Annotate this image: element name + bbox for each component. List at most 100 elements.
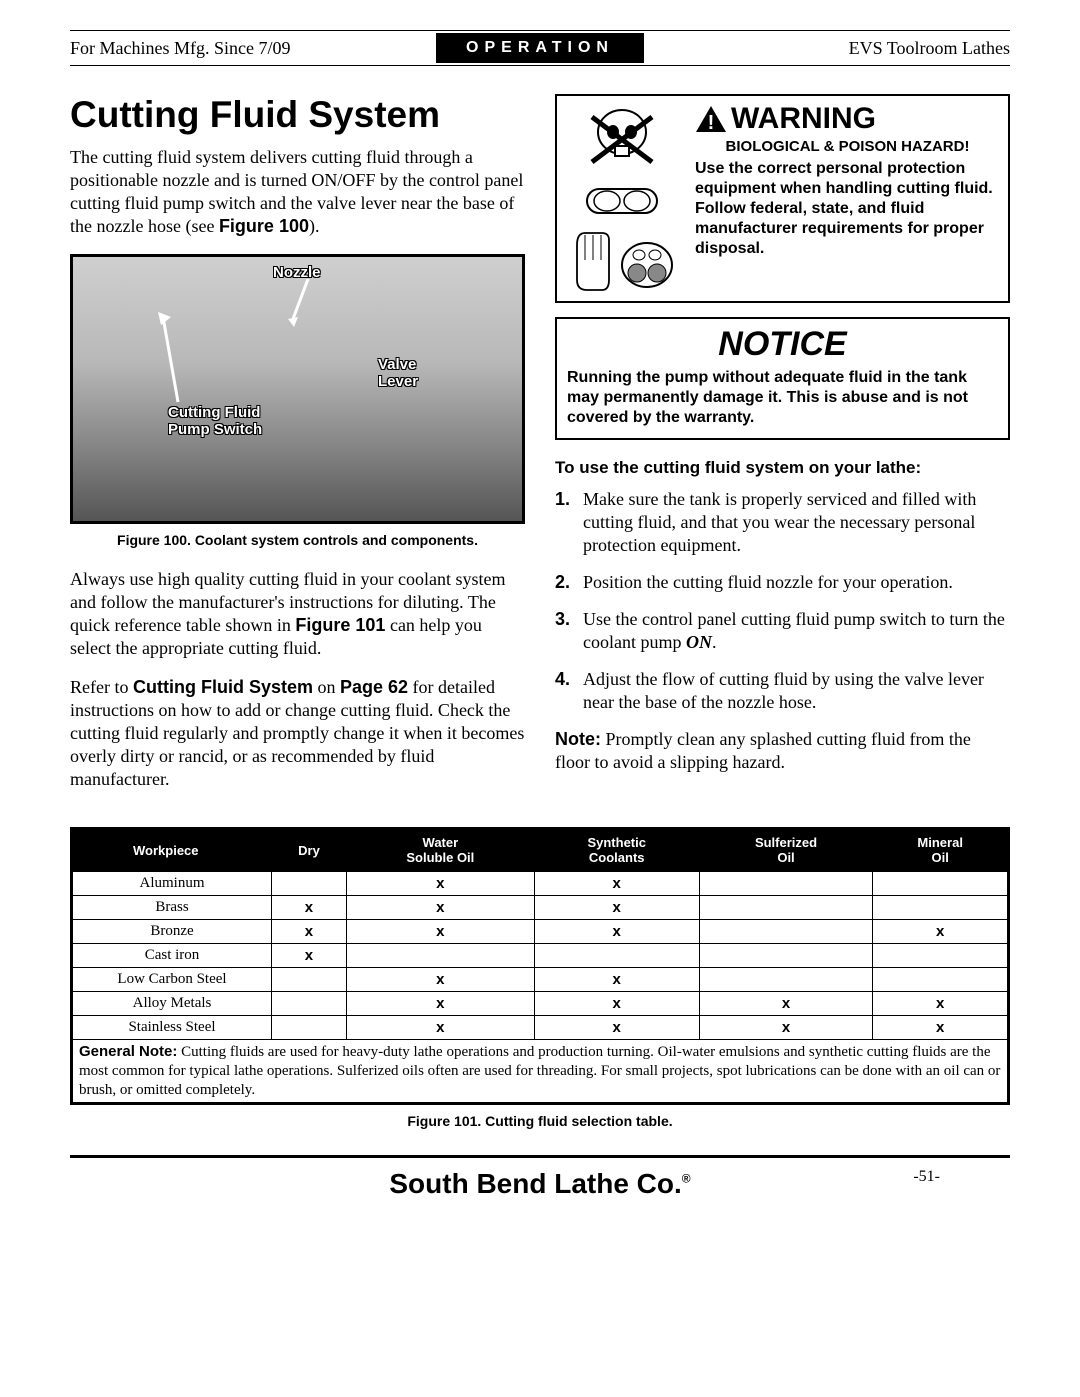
page-footer: South Bend Lathe Co.® -51- <box>70 1155 1010 1200</box>
footer-brand: South Bend Lathe Co.® <box>70 1168 1010 1200</box>
table-cell: x <box>346 920 534 944</box>
warning-icons-column <box>557 96 687 301</box>
figure-100-caption: Figure 100. Coolant system controls and … <box>70 532 525 548</box>
arrow-icon <box>153 307 203 407</box>
gloves-respirator-icon <box>567 225 677 295</box>
table-cell <box>699 896 873 920</box>
notice-box: NOTICE Running the pump without adequate… <box>555 317 1010 440</box>
table-note-row: General Note: Cutting fluids are used fo… <box>72 1040 1009 1104</box>
arrow-icon <box>288 279 328 329</box>
table-row: Stainless Steelxxxx <box>72 1016 1009 1040</box>
table-cell: x <box>699 1016 873 1040</box>
table-cell: x <box>534 920 699 944</box>
table-row: Cast ironx <box>72 944 1009 968</box>
table-cell-material: Brass <box>72 896 272 920</box>
table-cell: x <box>699 992 873 1016</box>
figure-100: Nozzle Valve Lever Cutting Fluid Pump Sw… <box>70 254 525 524</box>
table-row: Bronzexxxx <box>72 920 1009 944</box>
table-row: Aluminum xx <box>72 872 1009 896</box>
figure-101-caption: Figure 101. Cutting fluid selection tabl… <box>70 1113 1010 1129</box>
warning-subtitle: BIOLOGICAL & POISON HAZARD! <box>695 138 1000 155</box>
table-cell: x <box>272 896 347 920</box>
table-cell: x <box>534 992 699 1016</box>
table-cell: x <box>534 968 699 992</box>
table-cell-material: Bronze <box>72 920 272 944</box>
page-header: For Machines Mfg. Since 7/09 OPERATION E… <box>70 30 1010 66</box>
table-cell <box>699 968 873 992</box>
table-column-header: Sulferized Oil <box>699 829 873 872</box>
table-cell: x <box>873 920 1009 944</box>
intro-paragraph: The cutting fluid system delivers cuttin… <box>70 146 525 238</box>
table-cell <box>873 872 1009 896</box>
table-cell-material: Cast iron <box>72 944 272 968</box>
table-cell <box>534 944 699 968</box>
header-left: For Machines Mfg. Since 7/09 <box>70 38 436 59</box>
table-column-header: Dry <box>272 829 347 872</box>
table-cell-material: Stainless Steel <box>72 1016 272 1040</box>
table-cell <box>873 896 1009 920</box>
table-cell-material: Alloy Metals <box>72 992 272 1016</box>
table-body: AluminumxxBrassxxxBronzexxxxCast ironxLo… <box>72 872 1009 1104</box>
table-column-header: Water Soluble Oil <box>346 829 534 872</box>
section-title: Cutting Fluid System <box>70 94 525 136</box>
notice-body: Running the pump without adequate fluid … <box>567 368 998 428</box>
table-cell: x <box>346 1016 534 1040</box>
step-4: Adjust the flow of cutting fluid by usin… <box>555 668 1010 714</box>
table-note-cell: General Note: Cutting fluids are used fo… <box>72 1040 1009 1104</box>
table-cell <box>272 1016 347 1040</box>
steps-list: Make sure the tank is properly serviced … <box>555 488 1010 714</box>
right-column: ! WARNING BIOLOGICAL & POISON HAZARD! Us… <box>555 94 1010 807</box>
footer-wrap: South Bend Lathe Co.® -51- <box>70 1155 1010 1200</box>
header-right: EVS Toolroom Lathes <box>644 38 1010 59</box>
table-cell: x <box>346 968 534 992</box>
table-cell: x <box>346 896 534 920</box>
warning-triangle-icon: ! <box>695 105 727 133</box>
fig-label-pump: Cutting Fluid Pump Switch <box>168 405 262 438</box>
table-cell-material: Aluminum <box>72 872 272 896</box>
warning-body: Use the correct personal protection equi… <box>695 159 1000 259</box>
table-column-header: Synthetic Coolants <box>534 829 699 872</box>
table-cell: x <box>272 920 347 944</box>
note-line: Note: Promptly clean any splashed cuttin… <box>555 728 1010 774</box>
main-columns: Cutting Fluid System The cutting fluid s… <box>70 94 1010 807</box>
table-cell: x <box>272 944 347 968</box>
table-cell <box>873 944 1009 968</box>
table-header: WorkpieceDryWater Soluble OilSynthetic C… <box>72 829 1009 872</box>
table-cell: x <box>346 872 534 896</box>
table-cell <box>346 944 534 968</box>
warning-header: ! WARNING <box>695 102 1000 136</box>
table-cell: x <box>534 872 699 896</box>
table-cell <box>272 872 347 896</box>
paragraph-2: Always use high quality cutting fluid in… <box>70 568 525 660</box>
table-cell <box>699 920 873 944</box>
table-cell <box>873 968 1009 992</box>
warning-text-column: ! WARNING BIOLOGICAL & POISON HAZARD! Us… <box>687 96 1008 301</box>
table-row: Alloy Metalsxxxx <box>72 992 1009 1016</box>
notice-title: NOTICE <box>567 325 998 364</box>
table-cell: x <box>873 1016 1009 1040</box>
skull-icon <box>577 102 667 177</box>
table-cell <box>272 968 347 992</box>
table-cell: x <box>873 992 1009 1016</box>
table-column-header: Workpiece <box>72 829 272 872</box>
table-row: Brassxxx <box>72 896 1009 920</box>
table-cell-material: Low Carbon Steel <box>72 968 272 992</box>
table-cell: x <box>534 896 699 920</box>
fig-label-valve: Valve Lever <box>378 357 418 390</box>
table-cell: x <box>346 992 534 1016</box>
cutting-fluid-table: WorkpieceDryWater Soluble OilSynthetic C… <box>70 827 1010 1105</box>
table-cell <box>272 992 347 1016</box>
paragraph-3: Refer to Cutting Fluid System on Page 62… <box>70 676 525 791</box>
table-column-header: Mineral Oil <box>873 829 1009 872</box>
table-row: Low Carbon Steel xx <box>72 968 1009 992</box>
goggles-icon <box>582 181 662 221</box>
table-cell <box>699 944 873 968</box>
table-cell <box>699 872 873 896</box>
page-number: -51- <box>913 1168 940 1186</box>
warning-box: ! WARNING BIOLOGICAL & POISON HAZARD! Us… <box>555 94 1010 303</box>
left-column: Cutting Fluid System The cutting fluid s… <box>70 94 525 807</box>
header-section-label: OPERATION <box>436 33 644 63</box>
step-2: Position the cutting fluid nozzle for yo… <box>555 571 1010 594</box>
step-1: Make sure the tank is properly serviced … <box>555 488 1010 557</box>
steps-title: To use the cutting fluid system on your … <box>555 458 1010 478</box>
